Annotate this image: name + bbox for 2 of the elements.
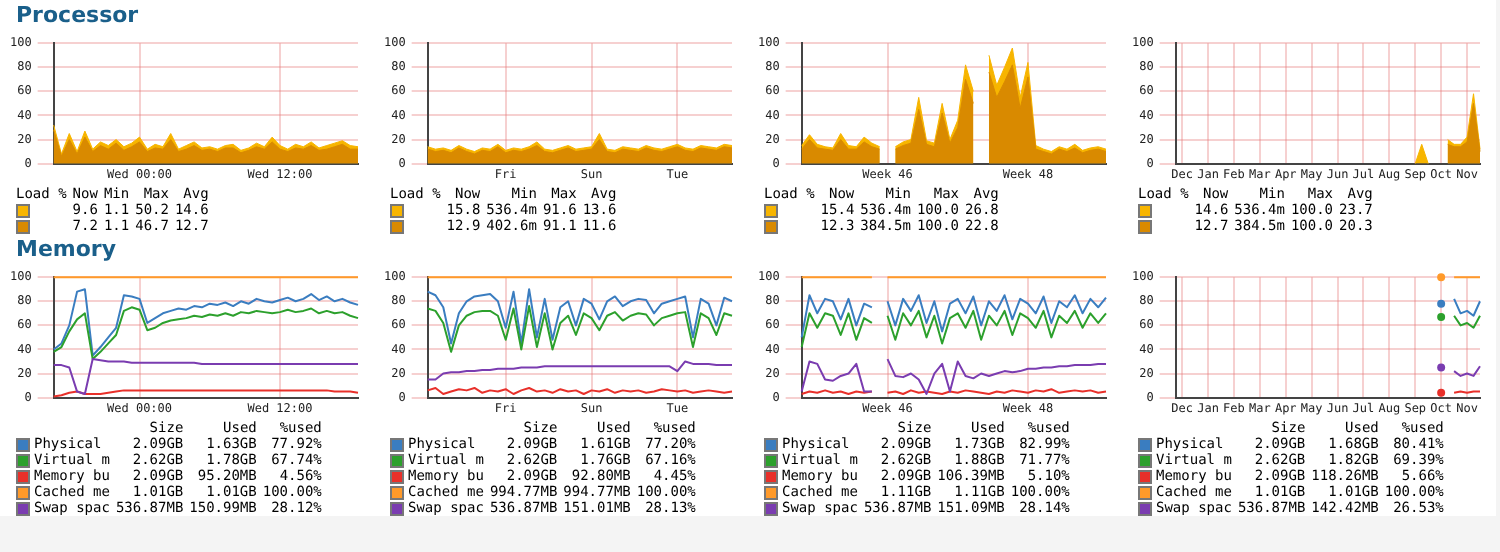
chart-title: Memory: [14, 234, 119, 264]
chart-title: Processor: [14, 0, 141, 30]
